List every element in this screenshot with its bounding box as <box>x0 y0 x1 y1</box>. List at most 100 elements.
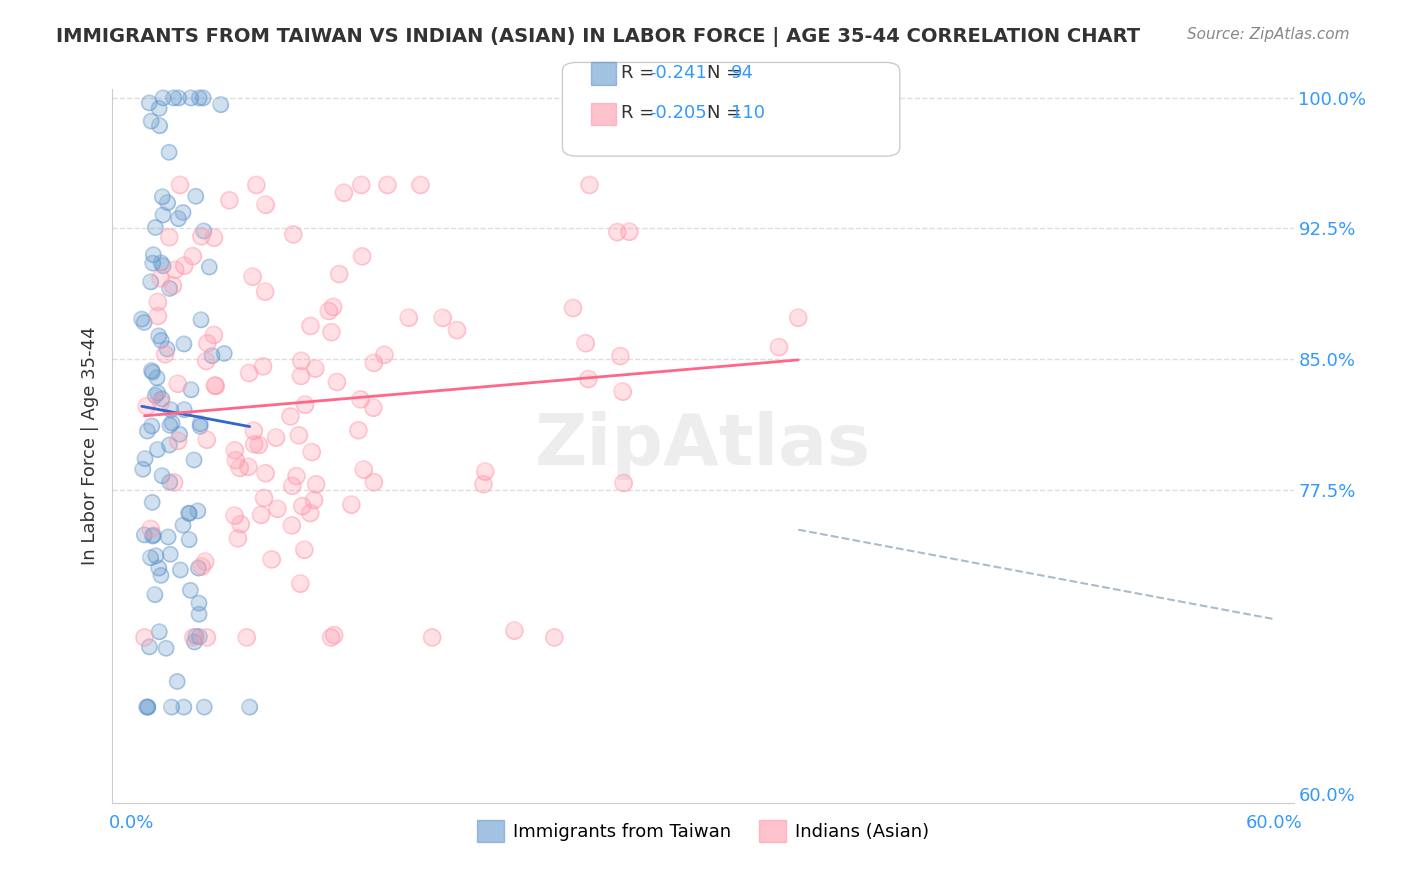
Point <box>239 700 262 714</box>
Point <box>201 349 224 363</box>
Point <box>190 229 212 244</box>
Point <box>254 197 277 211</box>
Point <box>290 576 312 591</box>
Point <box>218 194 240 208</box>
Point <box>191 91 214 105</box>
Point <box>252 359 274 374</box>
Point <box>280 409 302 424</box>
Point <box>420 631 443 645</box>
Point <box>238 459 260 474</box>
Point <box>159 475 181 490</box>
Point <box>136 700 159 714</box>
Point <box>252 359 274 374</box>
Point <box>319 631 342 645</box>
Point <box>299 318 322 333</box>
Point <box>288 428 311 442</box>
Point <box>283 227 305 242</box>
Text: 94: 94 <box>731 64 754 82</box>
Point <box>299 506 322 520</box>
Text: -0.241: -0.241 <box>650 64 707 82</box>
Point <box>131 312 153 326</box>
Point <box>138 640 160 654</box>
Point <box>184 629 207 643</box>
Point <box>578 178 600 192</box>
Text: IMMIGRANTS FROM TAIWAN VS INDIAN (ASIAN) IN LABOR FORCE | AGE 35-44 CORRELATION : IMMIGRANTS FROM TAIWAN VS INDIAN (ASIAN)… <box>56 27 1140 46</box>
Point <box>157 145 180 160</box>
Point <box>225 453 247 467</box>
Point <box>318 304 340 318</box>
Point <box>619 225 641 239</box>
Point <box>299 318 322 333</box>
Point <box>169 178 191 192</box>
Point <box>173 402 195 417</box>
Point <box>347 423 370 437</box>
Point <box>187 596 209 610</box>
Text: Source: ZipAtlas.com: Source: ZipAtlas.com <box>1187 27 1350 42</box>
Point <box>142 528 165 542</box>
Point <box>134 451 156 466</box>
Point <box>301 445 323 459</box>
Point <box>202 230 225 244</box>
Point <box>166 376 188 391</box>
Point <box>250 508 273 522</box>
Point <box>167 91 190 105</box>
Point <box>146 295 169 310</box>
Point <box>167 91 190 105</box>
Point <box>152 91 174 105</box>
Point <box>239 700 262 714</box>
Point <box>299 506 322 520</box>
Point <box>377 178 399 192</box>
Point <box>612 475 634 490</box>
Point <box>225 453 247 467</box>
Point <box>150 256 173 270</box>
Point <box>173 259 195 273</box>
Point <box>157 438 180 452</box>
Point <box>148 561 170 575</box>
Point <box>163 475 186 490</box>
Point <box>194 555 217 569</box>
Point <box>353 462 375 476</box>
Point <box>142 248 165 262</box>
Point <box>134 528 156 542</box>
Point <box>152 208 174 222</box>
Point <box>363 401 385 415</box>
Point <box>159 547 181 561</box>
Point <box>235 631 257 645</box>
Point <box>179 533 201 547</box>
Point <box>169 427 191 442</box>
Point <box>146 386 169 401</box>
Point <box>138 95 160 110</box>
Point <box>159 547 181 561</box>
Point <box>145 549 167 563</box>
Point <box>180 91 202 105</box>
Point <box>155 641 177 656</box>
Point <box>135 399 157 413</box>
Point <box>188 91 211 105</box>
Point <box>139 114 162 128</box>
Point <box>229 517 252 532</box>
Point <box>254 285 277 299</box>
Point <box>157 530 180 544</box>
Point <box>145 220 167 235</box>
Point <box>188 417 211 431</box>
Point <box>253 491 276 505</box>
Point <box>242 424 264 438</box>
Point <box>169 427 191 442</box>
Point <box>172 518 194 533</box>
Point <box>288 428 311 442</box>
Point <box>202 327 225 342</box>
Point <box>141 365 163 379</box>
Point <box>166 674 188 689</box>
Point <box>165 262 187 277</box>
Point <box>179 583 201 598</box>
Point <box>301 445 323 459</box>
Point <box>149 271 172 285</box>
Point <box>224 508 246 523</box>
Point <box>146 309 169 323</box>
Point <box>409 178 432 192</box>
Point <box>146 442 169 457</box>
Point <box>149 568 172 582</box>
Point <box>606 225 628 239</box>
Point <box>212 346 235 360</box>
Point <box>156 195 179 210</box>
